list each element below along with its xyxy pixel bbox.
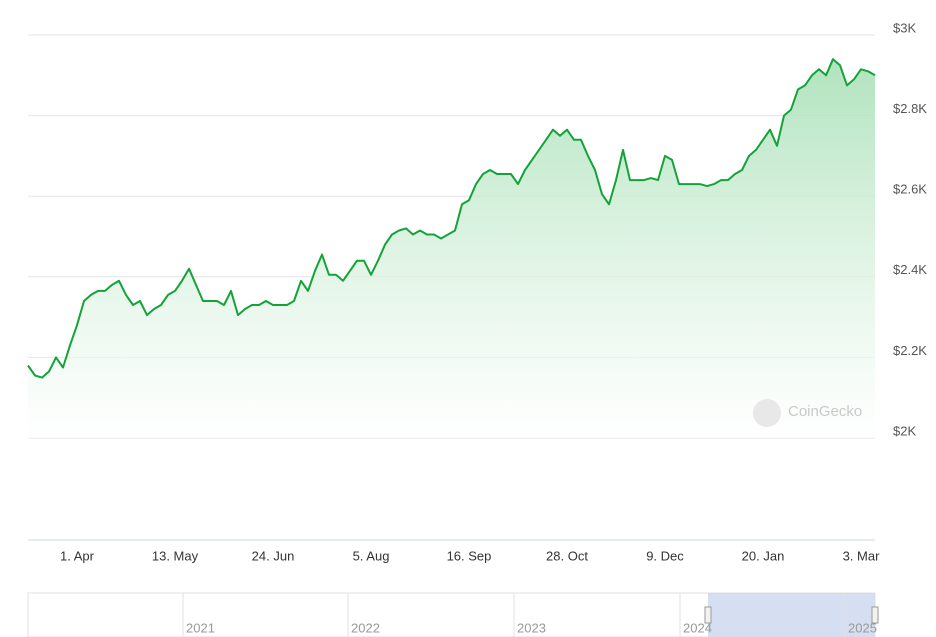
x-tick-label: 28. Oct	[546, 548, 588, 563]
grid: $2K $2.2K $2.4K $2.6K $2.8K $3K 1. Apr 13. May 2…	[28, 20, 927, 563]
navigator-selection[interactable]	[708, 593, 875, 637]
y-tick-label: $2.4K	[893, 262, 927, 277]
navigator: 2021 2022 2023 2024 2025	[27, 592, 879, 637]
navigator-label: 2022	[351, 620, 380, 635]
x-tick-label: 3. Mar	[843, 548, 881, 563]
navigator-handle[interactable]	[871, 606, 879, 624]
x-tick-label: 5. Aug	[353, 548, 390, 563]
x-tick-label: 1. Apr	[60, 548, 95, 563]
navigator-handle[interactable]	[704, 606, 712, 624]
watermark: CoinGecko	[788, 403, 862, 420]
x-tick-label: 20. Jan	[742, 548, 785, 563]
y-tick-label: $2K	[893, 423, 916, 438]
y-tick-label: $2.2K	[893, 343, 927, 358]
y-tick-label: $3K	[893, 20, 916, 35]
line	[27, 58, 876, 379]
x-tick-label: 13. May	[152, 548, 199, 563]
plot	[27, 58, 876, 438]
y-tick-label: $2.6K	[893, 182, 927, 197]
y-tick-label: $2.8K	[893, 101, 927, 116]
navigator-label: 2021	[186, 620, 215, 635]
x-tick-label: 9. Dec	[646, 548, 684, 563]
x-tick-label: 24. Jun	[252, 548, 295, 563]
x-tick-label: 16. Sep	[447, 548, 492, 563]
navigator-label: 2025	[848, 620, 877, 635]
watermark-logo	[753, 399, 781, 427]
area	[28, 59, 875, 438]
navigator-label: 2024	[683, 620, 712, 635]
navigator-label: 2023	[517, 620, 546, 635]
